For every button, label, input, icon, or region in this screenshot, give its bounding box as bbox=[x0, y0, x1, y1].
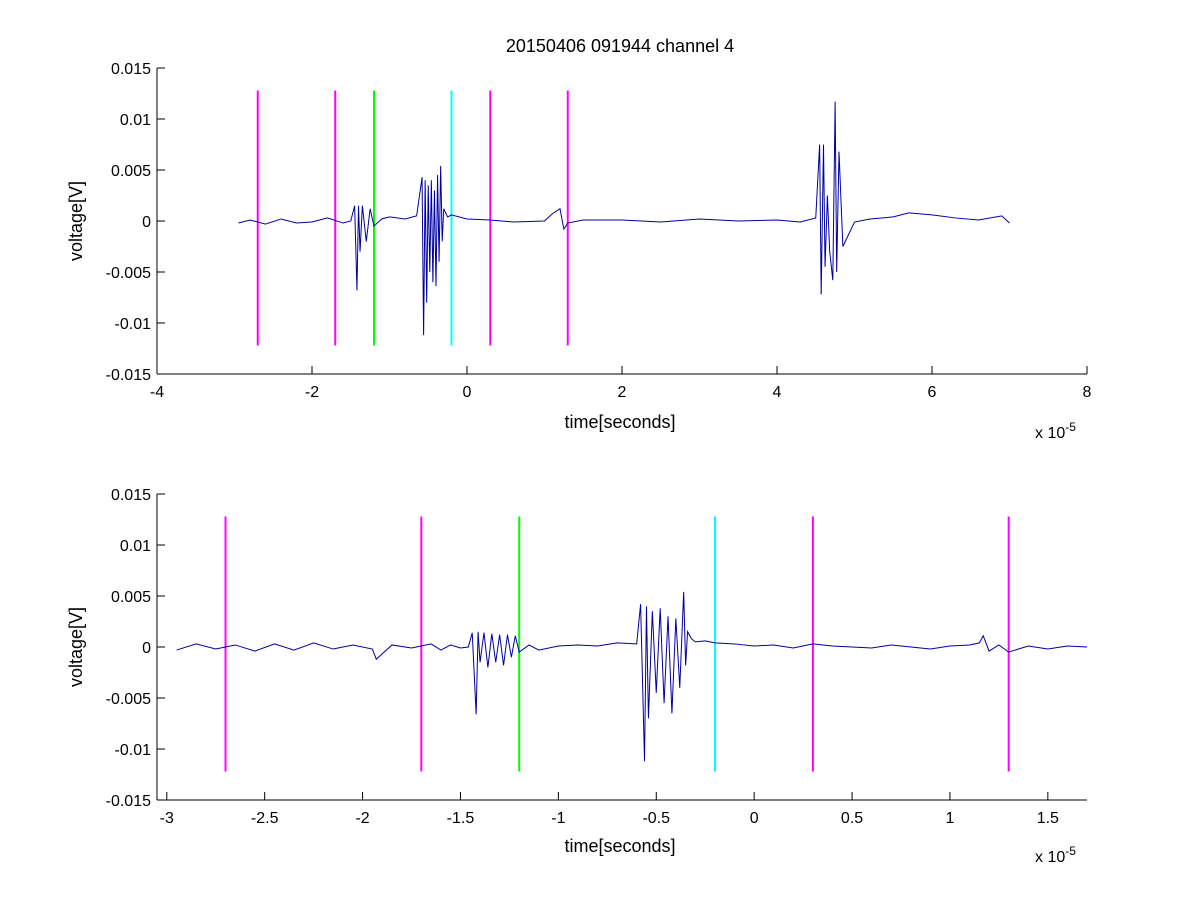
bottom-y-axis-label: voltage[V] bbox=[66, 607, 86, 687]
bottom-x-tick-label-3: -1.5 bbox=[447, 810, 475, 827]
bottom-x-tick-label-1: -2.5 bbox=[251, 810, 279, 827]
top-y-tick-label-0: 0.015 bbox=[111, 61, 151, 78]
top-subplot: 20150406 091944 channel 4 time[seconds] … bbox=[66, 36, 1092, 442]
top-x-tick-label-1: -2 bbox=[305, 384, 319, 401]
bottom-x-tick-label-7: 0.5 bbox=[841, 810, 863, 827]
bottom-x-tick-label-6: 0 bbox=[750, 810, 759, 827]
bottom-x-tick-label-4: -1 bbox=[551, 810, 565, 827]
bottom-y-tick-label-4: -0.005 bbox=[106, 691, 151, 708]
top-x-tick-label-4: 4 bbox=[773, 384, 782, 401]
bottom-x-tick-label-2: -2 bbox=[355, 810, 369, 827]
bottom-y-tick-label-3: 0 bbox=[142, 640, 151, 657]
top-y-tick-label-4: -0.005 bbox=[106, 265, 151, 282]
top-x-tick-label-2: 0 bbox=[463, 384, 472, 401]
top-x-tick-label-3: 2 bbox=[618, 384, 627, 401]
bottom-x-tick-label-0: -3 bbox=[160, 810, 174, 827]
top-y-tick-label-1: 0.01 bbox=[120, 112, 151, 129]
top-y-axis-label: voltage[V] bbox=[66, 181, 86, 261]
bottom-subplot: time[seconds] voltage[V] x 10-5 -3 -2.5 -2… bbox=[66, 487, 1088, 866]
top-x-tick-label-6: 8 bbox=[1083, 384, 1092, 401]
top-signal-series-0 bbox=[238, 101, 1010, 336]
bottom-y-tick-label-6: -0.015 bbox=[106, 793, 151, 810]
bottom-y-tick-label-2: 0.005 bbox=[111, 589, 151, 606]
top-y-tick-label-5: -0.01 bbox=[115, 316, 152, 333]
top-x-tick-label-0: -4 bbox=[150, 384, 164, 401]
top-y-tick-label-3: 0 bbox=[142, 214, 151, 231]
bottom-x-tick-label-5: -0.5 bbox=[642, 810, 670, 827]
top-x-exponent-label: x 10-5 bbox=[1035, 420, 1076, 442]
top-y-tick-label-2: 0.005 bbox=[111, 163, 151, 180]
top-plot-title: 20150406 091944 channel 4 bbox=[506, 36, 734, 56]
top-y-tick-label-6: -0.015 bbox=[106, 367, 151, 384]
top-x-axis-label: time[seconds] bbox=[564, 412, 675, 432]
bottom-x-axis-label: time[seconds] bbox=[564, 836, 675, 856]
bottom-x-tick-label-9: 1.5 bbox=[1037, 810, 1059, 827]
bottom-y-tick-label-5: -0.01 bbox=[115, 742, 152, 759]
top-x-tick-label-5: 6 bbox=[928, 384, 937, 401]
bottom-signal-series-0 bbox=[176, 591, 1088, 762]
bottom-y-tick-label-1: 0.01 bbox=[120, 538, 151, 555]
bottom-x-exponent-label: x 10-5 bbox=[1035, 844, 1076, 866]
bottom-x-tick-label-8: 1 bbox=[945, 810, 954, 827]
bottom-y-tick-label-0: 0.015 bbox=[111, 487, 151, 504]
